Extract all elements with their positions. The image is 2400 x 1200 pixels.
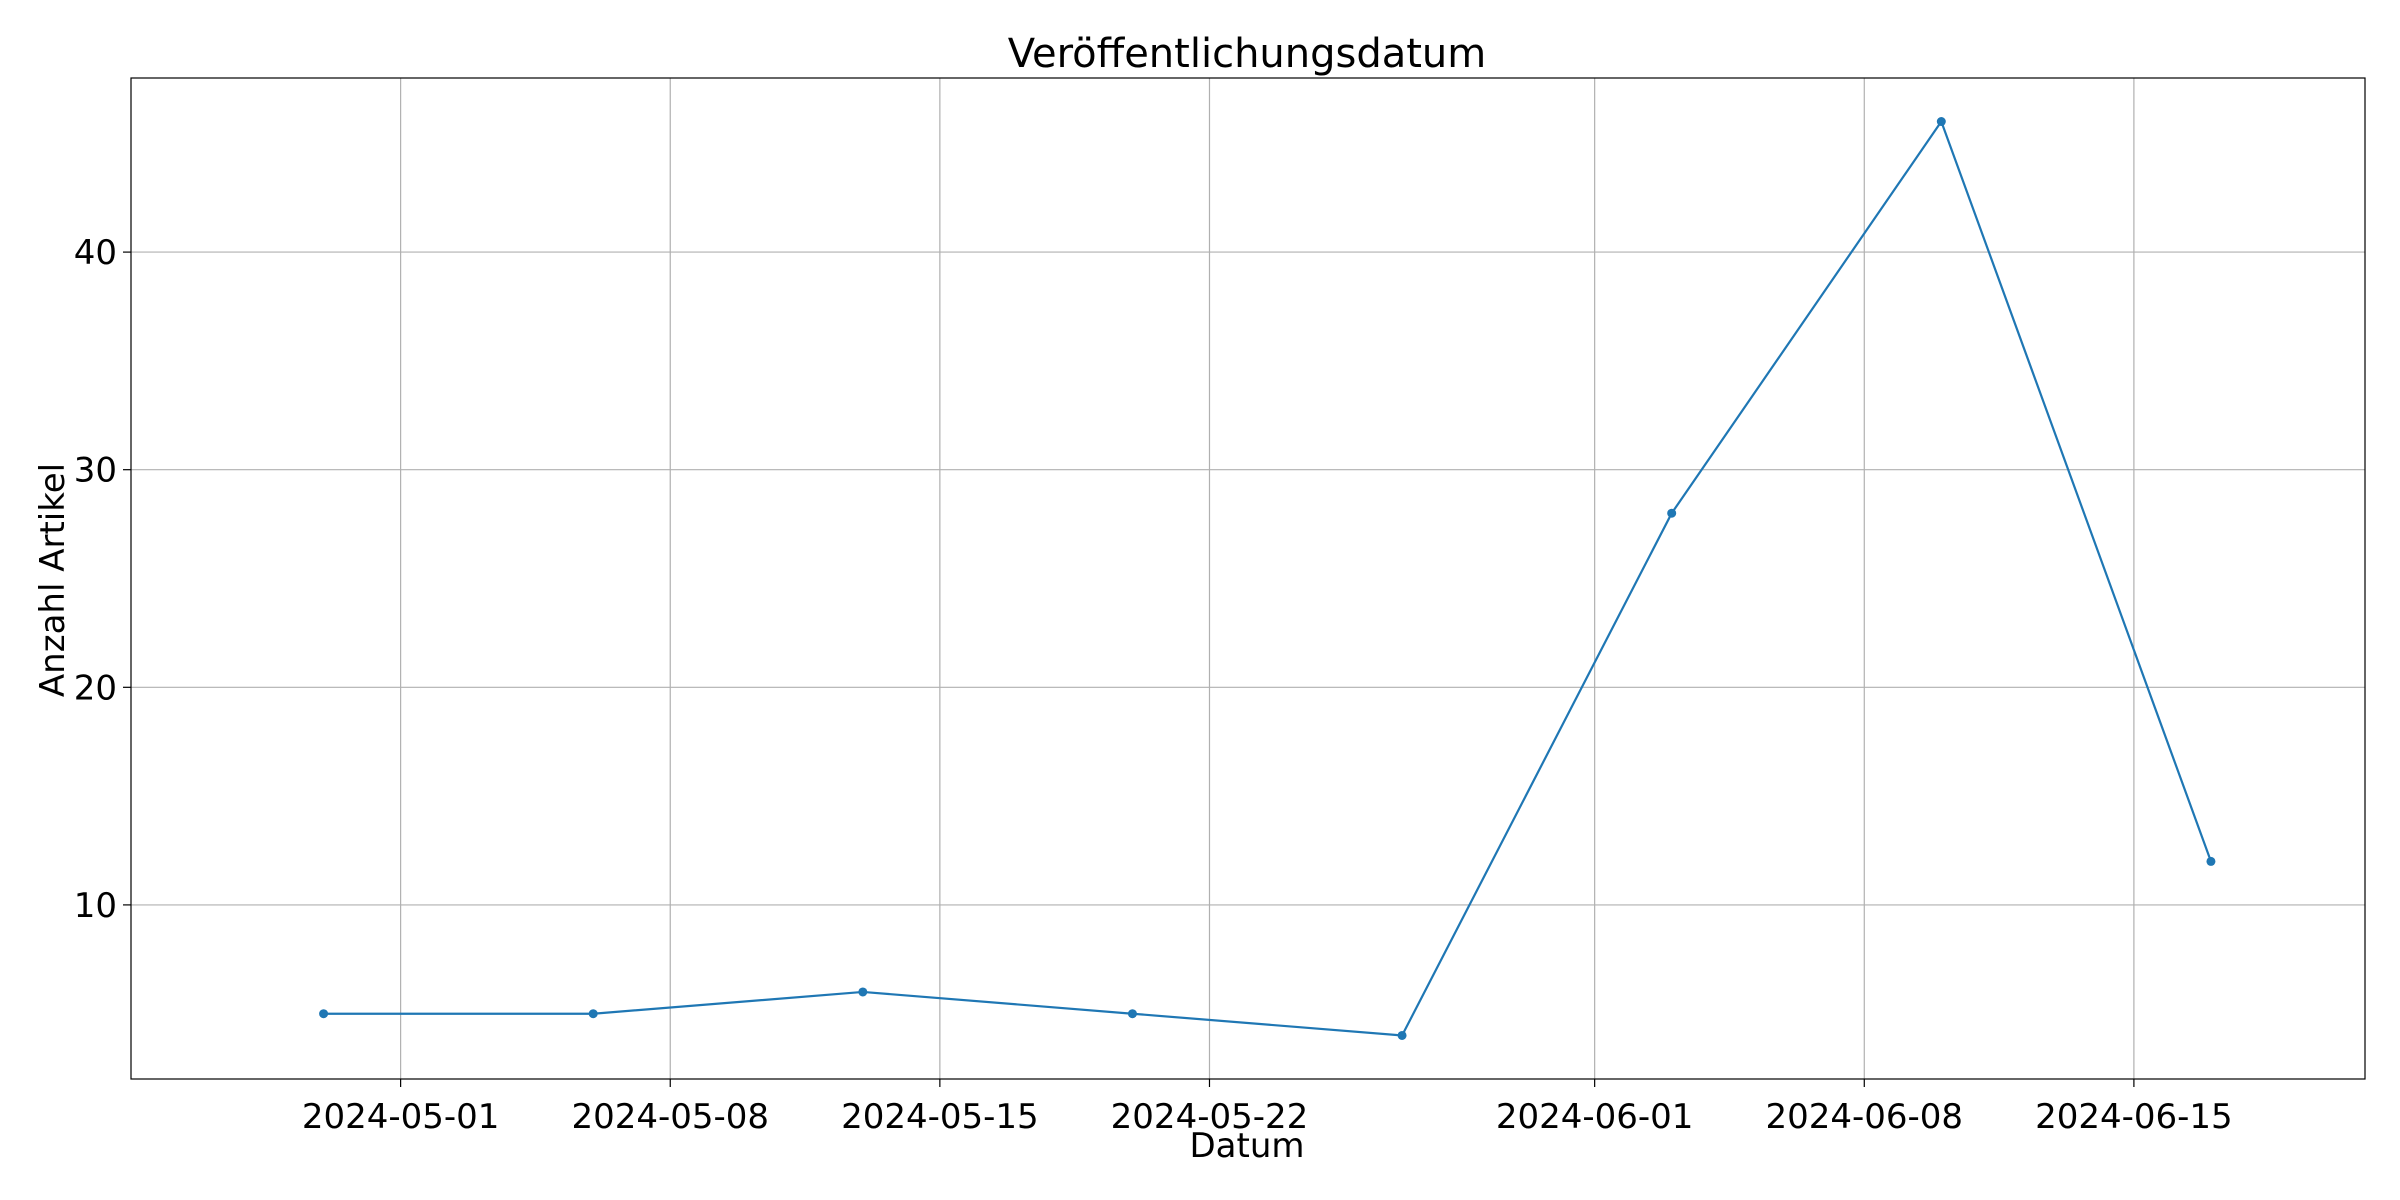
- data-point: [1397, 1030, 1407, 1040]
- x-tick-label: 2024-05-01: [302, 1097, 500, 1137]
- data-point: [1667, 508, 1677, 518]
- y-axis-label: Anzahl Artikel: [33, 463, 73, 697]
- y-tick-label: 20: [74, 668, 117, 708]
- x-axis-label: Datum: [1189, 1126, 1304, 1166]
- x-tick-label: 2024-06-01: [1496, 1097, 1694, 1137]
- x-tick-label: 2024-06-08: [1765, 1097, 1963, 1137]
- x-tick-label: 2024-05-15: [841, 1097, 1039, 1137]
- series-layer: [319, 117, 2216, 1040]
- data-point: [588, 1009, 598, 1019]
- data-point: [1936, 117, 1946, 127]
- series-line: [323, 119, 2212, 1037]
- data-point: [319, 1009, 329, 1019]
- y-tick-label: 40: [74, 233, 117, 273]
- grid: [131, 78, 2365, 1079]
- chart-title: Veröffentlichungsdatum: [1008, 31, 1487, 77]
- data-point: [858, 987, 868, 997]
- x-tick-label: 2024-05-22: [1111, 1097, 1309, 1137]
- x-tick-label: 2024-06-15: [2035, 1097, 2233, 1137]
- data-point: [2206, 856, 2216, 866]
- axis-ticks: 2024-05-01 2024-05-08 2024-05-15 2024-05-22…: [74, 233, 2233, 1137]
- x-tick-label: 2024-05-08: [571, 1097, 769, 1137]
- data-point: [1127, 1009, 1137, 1019]
- y-tick-label: 10: [74, 886, 117, 926]
- y-tick-label: 30: [74, 451, 117, 491]
- plot-frame: [130, 77, 2366, 1080]
